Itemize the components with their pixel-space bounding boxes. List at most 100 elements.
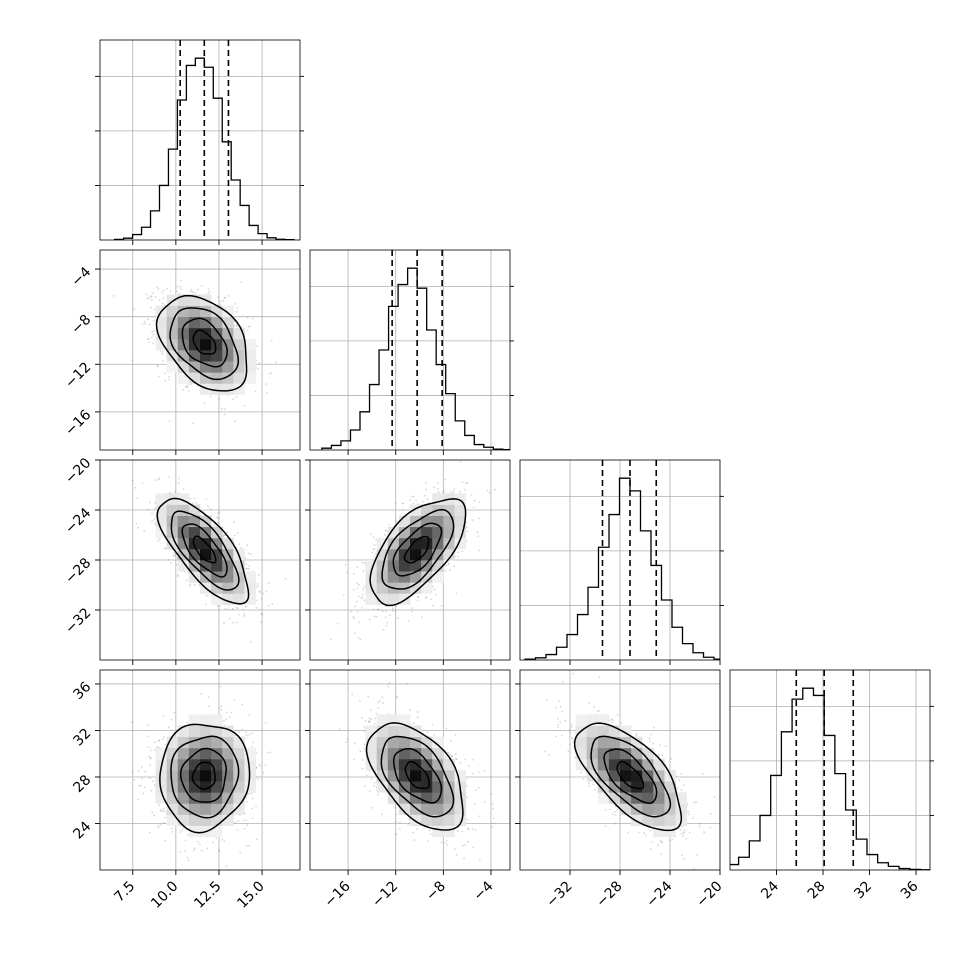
density-cell xyxy=(155,526,168,539)
scatter-point xyxy=(488,492,491,494)
density-cell xyxy=(443,504,455,516)
scatter-point xyxy=(133,308,136,311)
density-cell xyxy=(155,316,168,329)
scatter-point xyxy=(187,389,190,392)
density-cell xyxy=(222,593,234,605)
density-cell xyxy=(421,526,433,539)
scatter-point xyxy=(267,604,270,607)
scatter-point xyxy=(185,385,188,388)
scatter-point xyxy=(358,621,361,624)
density-cell xyxy=(222,372,234,384)
contour-level-2 xyxy=(381,508,455,590)
density-cell xyxy=(222,548,234,561)
scatter-point xyxy=(147,337,150,340)
density-cell xyxy=(177,560,190,572)
scatter-point xyxy=(381,610,384,613)
density-cell xyxy=(166,305,179,318)
scatter-point xyxy=(149,501,151,504)
scatter-point xyxy=(242,608,245,611)
scatter-point xyxy=(217,848,220,851)
density-cell xyxy=(421,504,433,516)
scatter-point xyxy=(433,486,436,489)
scatter-point xyxy=(401,509,404,511)
scatter-point xyxy=(152,330,155,332)
scatter-point xyxy=(410,495,413,498)
density-cell xyxy=(211,316,223,329)
density-cell xyxy=(432,571,444,583)
density-cell xyxy=(200,548,212,561)
scatter-point xyxy=(258,590,261,593)
scatter-point xyxy=(143,530,146,532)
scatter-point xyxy=(249,640,252,643)
scatter-point xyxy=(234,302,236,305)
density-cell xyxy=(398,560,411,572)
scatter-point xyxy=(373,615,376,618)
density-cell xyxy=(387,571,400,583)
scatter-point xyxy=(174,491,177,494)
density-cell xyxy=(200,316,212,329)
density-cell xyxy=(188,361,201,373)
density-cell xyxy=(188,537,201,550)
scatter-point xyxy=(466,481,469,484)
scatter-point xyxy=(356,600,359,603)
contours xyxy=(369,498,467,607)
scatter-point xyxy=(180,288,183,291)
density-cell xyxy=(188,316,201,329)
scatter-point xyxy=(461,481,464,484)
scatter-point xyxy=(198,584,201,587)
scatter-point xyxy=(157,539,160,542)
density-cell xyxy=(222,361,234,373)
scatter-point xyxy=(164,743,167,746)
density-cell xyxy=(365,593,378,605)
density-cell xyxy=(398,593,411,605)
scatter-point xyxy=(146,318,149,321)
scatter-point xyxy=(157,826,160,829)
scatter-point xyxy=(221,407,223,410)
density-cell xyxy=(365,571,378,583)
scatter-point xyxy=(452,490,455,493)
scatter-point xyxy=(164,839,167,842)
density-cell xyxy=(454,493,466,505)
density-cell xyxy=(188,350,201,362)
density-cell xyxy=(387,537,400,550)
density-cell xyxy=(410,582,422,594)
density-cell xyxy=(421,582,433,594)
density-cell xyxy=(398,526,411,539)
scatter-point xyxy=(466,530,469,533)
scatter-point xyxy=(486,489,489,492)
scatter-point xyxy=(149,295,152,298)
scatter-point xyxy=(184,839,187,842)
scatter-point xyxy=(473,499,476,502)
density-cell xyxy=(410,560,422,572)
scatter-point xyxy=(254,390,257,393)
scatter-point xyxy=(205,603,208,606)
scatter-point xyxy=(353,617,355,620)
scatter-point xyxy=(141,323,144,326)
scatter-point xyxy=(168,475,171,478)
scatter-point xyxy=(146,735,149,738)
density-cell xyxy=(398,515,411,528)
density-cell xyxy=(410,571,422,583)
contour-level-3 xyxy=(369,498,467,607)
scatter-point xyxy=(184,385,187,388)
scatter-point xyxy=(261,592,264,595)
scatter-point xyxy=(361,562,364,564)
scatter-point xyxy=(197,288,199,291)
scatter-point xyxy=(222,535,225,538)
scatter-point xyxy=(391,609,394,612)
scatter-point xyxy=(189,497,192,500)
density-cell xyxy=(166,361,179,373)
scatter-point xyxy=(143,320,146,323)
density-cell xyxy=(211,305,223,318)
density-cell xyxy=(177,372,190,384)
scatter-point xyxy=(240,281,243,284)
scatter-point xyxy=(179,831,182,833)
density-cell xyxy=(222,305,234,318)
density-cell xyxy=(200,515,212,528)
scatter-point xyxy=(143,786,146,789)
scatter-point xyxy=(166,287,169,290)
density-cell xyxy=(398,582,411,594)
scatter-point xyxy=(236,307,238,309)
scatter-point xyxy=(246,544,249,547)
